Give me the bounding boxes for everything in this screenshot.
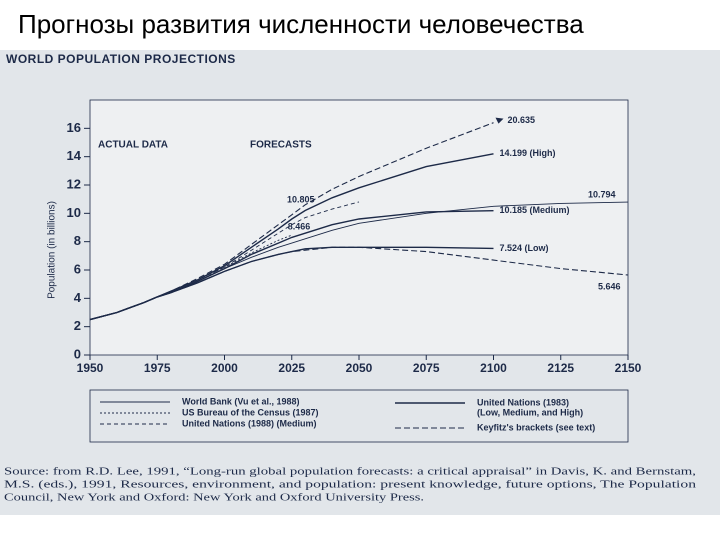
legend-sublabel: (Low, Medium, and High) (477, 407, 583, 417)
end-label: 10.794 (588, 189, 616, 199)
legend-label: US Bureau of the Census (1987) (182, 407, 319, 417)
legend-box (89, 389, 629, 443)
legend-label: World Bank (Vu et al., 1988) (182, 396, 300, 406)
y-tick-label: 6 (74, 261, 81, 276)
series-line (89, 122, 494, 321)
x-tick-label: 1950 (77, 361, 104, 375)
legend-label: Keyfitz's brackets (see text) (477, 422, 595, 432)
plot-area (89, 99, 629, 356)
x-tick-label: 2025 (278, 361, 305, 375)
slide-title: Прогнозы развития численности человечест… (18, 9, 584, 39)
y-tick-label: 0 (74, 346, 81, 361)
y-tick-label: 4 (74, 290, 82, 305)
y-tick-label: 10 (67, 205, 81, 220)
end-label: 5.646 (598, 281, 621, 291)
annotation: ACTUAL DATA (98, 140, 168, 151)
y-tick-label: 8 (74, 233, 81, 248)
y-axis-label: Population (in billions) (47, 201, 58, 299)
end-label: 10.805 (287, 194, 315, 204)
y-tick-label: 12 (67, 176, 81, 191)
source-text: Source: from R.D. Lee, 1991, “Long-run g… (4, 466, 696, 477)
chart-title: WORLD POPULATION PROJECTIONS (6, 52, 236, 66)
source-text: Council, New York and Oxford: New York a… (4, 492, 424, 503)
x-tick-label: 2125 (547, 361, 574, 375)
x-tick-label: 2100 (480, 361, 507, 375)
end-label: 7.524 (Low) (500, 243, 549, 253)
x-tick-label: 2150 (615, 361, 642, 375)
x-tick-label: 2050 (346, 361, 373, 375)
legend-label: United Nations (1988) (Medium) (182, 418, 317, 428)
annotation: FORECASTS (250, 140, 312, 151)
legend-label: United Nations (1983) (477, 397, 569, 407)
arrow-head (495, 117, 504, 124)
x-tick-label: 2000 (211, 361, 238, 375)
source-text: M.S. (eds.), 1991, Resources, environmen… (4, 479, 696, 490)
end-label: 10.185 (Medium) (500, 205, 570, 215)
x-tick-label: 2075 (413, 361, 440, 375)
x-tick-label: 1975 (144, 361, 171, 375)
end-label: 20.635 (508, 115, 536, 125)
y-tick-label: 2 (74, 318, 81, 333)
y-tick-label: 14 (67, 148, 82, 163)
end-label: 14.199 (High) (500, 148, 556, 158)
y-tick-label: 16 (67, 120, 81, 135)
end-label: 8.466 (288, 221, 311, 231)
series-line (89, 246, 629, 321)
